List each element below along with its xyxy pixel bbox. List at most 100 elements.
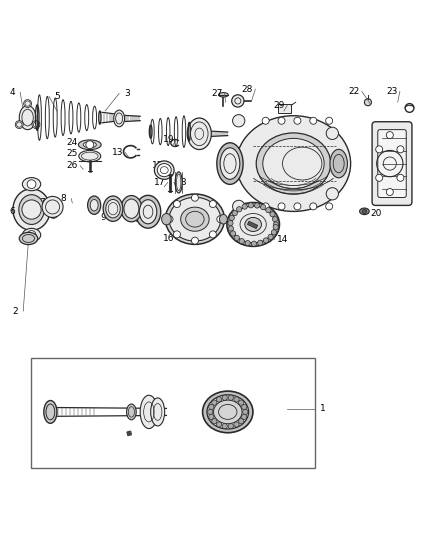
Text: 16: 16: [163, 233, 174, 243]
Ellipse shape: [157, 164, 171, 177]
Text: 28: 28: [242, 85, 253, 94]
Ellipse shape: [217, 143, 243, 184]
Circle shape: [397, 146, 404, 153]
Text: 27: 27: [211, 89, 223, 98]
Circle shape: [191, 194, 198, 201]
Circle shape: [42, 197, 63, 217]
Circle shape: [232, 211, 237, 216]
Ellipse shape: [154, 161, 174, 179]
Circle shape: [230, 231, 236, 236]
Ellipse shape: [135, 195, 161, 228]
Circle shape: [326, 188, 339, 200]
Circle shape: [262, 203, 269, 210]
Ellipse shape: [139, 200, 157, 224]
Ellipse shape: [78, 140, 101, 150]
Circle shape: [242, 204, 247, 209]
Text: 11: 11: [135, 215, 147, 224]
Circle shape: [222, 424, 227, 429]
Ellipse shape: [83, 142, 96, 148]
Circle shape: [239, 400, 244, 405]
Ellipse shape: [175, 172, 182, 193]
Circle shape: [233, 200, 245, 213]
Circle shape: [234, 397, 239, 402]
Circle shape: [261, 205, 266, 210]
FancyBboxPatch shape: [378, 130, 406, 198]
Circle shape: [242, 405, 247, 409]
Circle shape: [294, 117, 301, 124]
Ellipse shape: [88, 196, 101, 214]
Circle shape: [310, 117, 317, 124]
Text: 9: 9: [100, 213, 106, 222]
Circle shape: [397, 174, 404, 181]
Ellipse shape: [214, 400, 242, 424]
Ellipse shape: [90, 199, 98, 211]
Circle shape: [191, 237, 198, 244]
Text: 4: 4: [10, 87, 15, 96]
Circle shape: [270, 212, 275, 217]
Ellipse shape: [13, 189, 50, 230]
Circle shape: [233, 115, 245, 127]
Ellipse shape: [330, 149, 347, 178]
Circle shape: [386, 189, 393, 196]
Circle shape: [386, 132, 393, 139]
Circle shape: [326, 127, 339, 140]
Text: 19: 19: [163, 135, 174, 144]
Circle shape: [22, 200, 41, 219]
Circle shape: [86, 141, 94, 149]
Ellipse shape: [263, 139, 324, 189]
Ellipse shape: [114, 110, 124, 127]
Circle shape: [248, 203, 254, 208]
Ellipse shape: [127, 404, 136, 420]
Ellipse shape: [180, 207, 209, 231]
Ellipse shape: [19, 232, 38, 245]
Circle shape: [232, 95, 244, 107]
Circle shape: [254, 203, 260, 208]
Ellipse shape: [103, 196, 123, 221]
Circle shape: [376, 146, 383, 153]
Circle shape: [268, 234, 273, 239]
Text: 17: 17: [154, 178, 166, 187]
Circle shape: [239, 238, 244, 244]
Ellipse shape: [32, 120, 40, 128]
Ellipse shape: [202, 391, 253, 433]
Circle shape: [245, 240, 250, 246]
Circle shape: [229, 215, 234, 221]
Circle shape: [173, 231, 180, 238]
Circle shape: [234, 422, 239, 427]
Text: 23: 23: [386, 87, 398, 96]
FancyBboxPatch shape: [372, 122, 412, 205]
Text: 5: 5: [54, 92, 60, 101]
Circle shape: [278, 203, 285, 210]
Circle shape: [209, 231, 216, 238]
Ellipse shape: [360, 208, 369, 215]
Circle shape: [243, 409, 248, 415]
Circle shape: [362, 209, 367, 214]
Bar: [31, 359, 315, 468]
Circle shape: [209, 200, 216, 207]
Ellipse shape: [219, 214, 227, 224]
Circle shape: [228, 221, 233, 226]
Circle shape: [173, 200, 180, 207]
Circle shape: [262, 117, 269, 124]
Text: 2: 2: [13, 306, 18, 316]
Text: 6: 6: [9, 207, 15, 216]
Circle shape: [208, 405, 214, 409]
Circle shape: [234, 235, 240, 240]
Ellipse shape: [22, 229, 41, 241]
Circle shape: [263, 238, 268, 243]
Circle shape: [212, 400, 217, 405]
Circle shape: [272, 216, 278, 222]
Text: 14: 14: [277, 235, 288, 244]
Circle shape: [228, 226, 233, 231]
Circle shape: [364, 99, 371, 106]
Ellipse shape: [140, 395, 158, 429]
Ellipse shape: [24, 100, 32, 108]
Bar: [247, 221, 258, 229]
Circle shape: [326, 117, 333, 124]
Circle shape: [27, 231, 36, 239]
Circle shape: [376, 174, 383, 181]
Ellipse shape: [22, 177, 41, 191]
Circle shape: [27, 180, 36, 189]
Ellipse shape: [245, 217, 261, 231]
Ellipse shape: [19, 195, 44, 224]
